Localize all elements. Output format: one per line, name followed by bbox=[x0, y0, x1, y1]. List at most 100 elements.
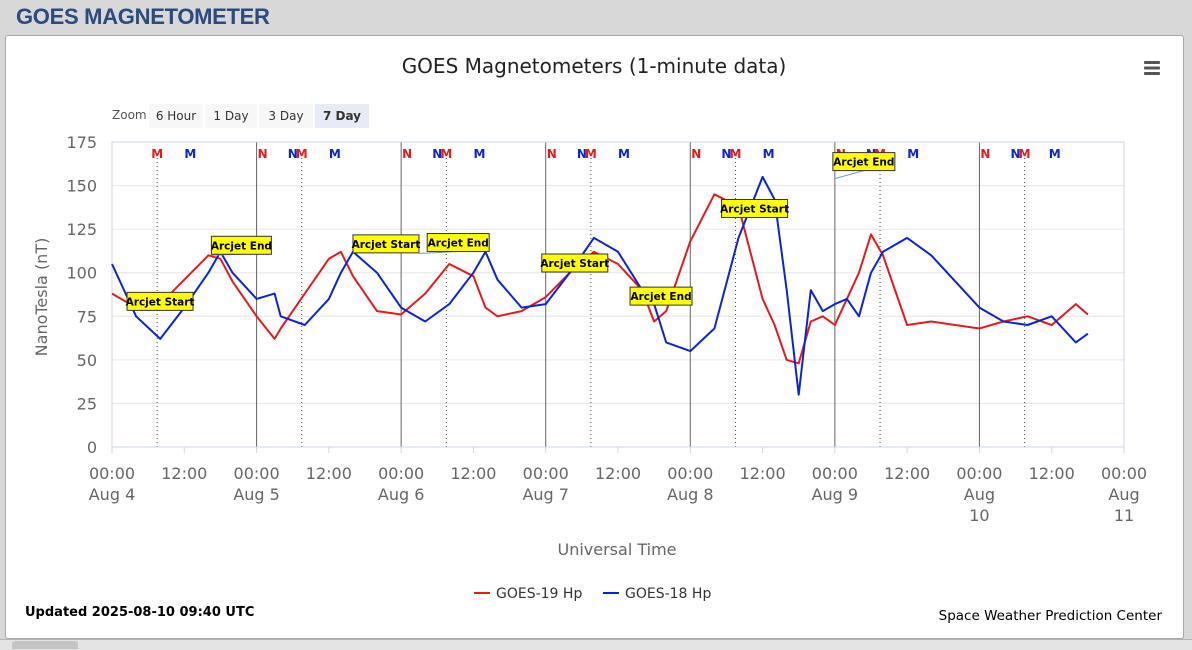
flag-label: M bbox=[473, 147, 485, 161]
flag-label: N bbox=[288, 147, 298, 161]
x-tick-time: 12:00 bbox=[595, 464, 641, 483]
y-axis-ticks: 0 25 50 75 100 125 150 175 bbox=[66, 133, 97, 457]
y-tick-label: 75 bbox=[77, 307, 97, 326]
updated-timestamp: Updated 2025-08-10 09:40 UTC bbox=[25, 605, 254, 620]
x-tick-date-day: 10 bbox=[969, 506, 989, 525]
footer-tab[interactable] bbox=[12, 641, 78, 649]
annotation-box bbox=[126, 291, 194, 311]
x-tick-time: 00:00 bbox=[89, 464, 135, 483]
y-tick-label: 125 bbox=[66, 220, 97, 239]
annotation-label: Arcjet End bbox=[833, 157, 894, 169]
zoom-button-label: 7 Day bbox=[323, 109, 361, 123]
y-tick-label: 25 bbox=[77, 394, 97, 413]
zoom-button-label: 1 Day bbox=[213, 109, 248, 123]
annotation-box bbox=[541, 253, 609, 273]
x-tick-date: Aug 9 bbox=[812, 485, 859, 504]
flag-label: M bbox=[618, 147, 630, 161]
footer-scrollbar[interactable] bbox=[0, 639, 1192, 650]
flag-label: M bbox=[585, 147, 597, 161]
flag-label: M bbox=[729, 147, 741, 161]
legend-label: GOES-18 Hp bbox=[625, 586, 711, 602]
zoom-button-6-hour[interactable]: 6 Hour bbox=[149, 104, 203, 128]
menu-icon[interactable] bbox=[1140, 58, 1164, 78]
chart-title: GOES Magnetometers (1-minute data) bbox=[402, 54, 787, 78]
flag-label: N bbox=[432, 147, 442, 161]
flag-label: N bbox=[980, 147, 990, 161]
flag-label: N bbox=[721, 147, 731, 161]
y-tick-label: 0 bbox=[87, 438, 97, 457]
x-tick-time: 00:00 bbox=[667, 464, 713, 483]
x-tick-time: 00:00 bbox=[523, 464, 569, 483]
legend-item-goes19[interactable]: GOES-19 Hp bbox=[474, 586, 582, 602]
annotation-label: Arcjet End bbox=[211, 240, 272, 252]
zoom-button-bg bbox=[259, 104, 313, 128]
flag-label: N bbox=[258, 147, 268, 161]
zoom-button-3-day[interactable]: 3 Day bbox=[259, 104, 313, 128]
x-tick-date: Aug 5 bbox=[233, 485, 280, 504]
zoom-button-bg bbox=[315, 104, 369, 128]
x-tick-date-day: 11 bbox=[1114, 506, 1134, 525]
annotation-box bbox=[629, 286, 693, 306]
zoom-button-bg bbox=[205, 104, 257, 128]
annotation-box bbox=[426, 233, 490, 253]
flag-labels: MMNNMMNNMMNNMMNNMMNNMMNNMM bbox=[151, 147, 1061, 161]
flag-label: M bbox=[907, 147, 919, 161]
zoom-buttons: 6 Hour 1 Day 3 Day 7 Day bbox=[149, 104, 369, 128]
series-line-goes19 bbox=[111, 193, 1089, 365]
credit-text: Space Weather Prediction Center bbox=[939, 608, 1163, 624]
series-lines bbox=[111, 175, 1089, 396]
annotation-label: Arcjet Start bbox=[352, 239, 421, 251]
x-tick-time: 00:00 bbox=[234, 464, 280, 483]
plot-border bbox=[111, 141, 1125, 448]
flag-label: M bbox=[184, 147, 196, 161]
flag-lines bbox=[156, 158, 1026, 447]
annotation-box bbox=[210, 235, 272, 255]
flag-label: N bbox=[402, 147, 412, 161]
annotation-box bbox=[352, 234, 420, 254]
annotation-label: Arcjet Start bbox=[720, 203, 789, 215]
zoom-button-label: 6 Hour bbox=[156, 109, 196, 123]
x-tick-date: Aug 7 bbox=[522, 485, 569, 504]
chart-panel bbox=[5, 35, 1184, 639]
legend-label: GOES-19 Hp bbox=[496, 586, 582, 602]
annotation-label: Arcjet End bbox=[428, 238, 489, 250]
flag-label: N bbox=[547, 147, 557, 161]
flag-label: M bbox=[440, 147, 452, 161]
x-tick-date: Aug bbox=[1108, 485, 1139, 504]
x-tick-date: Aug 4 bbox=[89, 485, 136, 504]
page-header: GOES MAGNETOMETER bbox=[0, 0, 1192, 34]
page-title: GOES MAGNETOMETER bbox=[16, 4, 270, 29]
flag-label: M bbox=[329, 147, 341, 161]
arcjet-annotations: Arcjet Start Arcjet End Arcjet Start Arcjet… bbox=[126, 152, 896, 311]
zoom-button-7-day[interactable]: 7 Day bbox=[315, 104, 369, 128]
x-axis-ticks: 00:00 Aug 4 12:00 00:00 Aug 5 12:00 00:00 Aug 6… bbox=[89, 447, 1147, 525]
flag-label: M bbox=[296, 147, 308, 161]
x-tick-date: Aug 6 bbox=[378, 485, 425, 504]
legend-item-goes18[interactable]: GOES-18 Hp bbox=[603, 586, 711, 602]
y-tick-label: 50 bbox=[77, 351, 97, 370]
annotation-connector bbox=[834, 170, 864, 180]
flag-label: N bbox=[577, 147, 587, 161]
x-tick-date: Aug 8 bbox=[667, 485, 714, 504]
day-divider-lines bbox=[256, 142, 980, 447]
x-tick-date: Aug bbox=[964, 485, 995, 504]
annotation-label: Arcjet Start bbox=[540, 258, 609, 270]
x-tick-time: 12:00 bbox=[740, 464, 786, 483]
flag-label: N bbox=[1011, 147, 1021, 161]
annotation-box bbox=[832, 152, 896, 172]
zoom-button-label: 3 Day bbox=[268, 109, 303, 123]
flag-label: M bbox=[1049, 147, 1061, 161]
y-tick-label: 175 bbox=[66, 133, 97, 152]
flag-label: N bbox=[691, 147, 701, 161]
y-tick-label: 150 bbox=[66, 177, 97, 196]
zoom-label: Zoom bbox=[112, 108, 147, 122]
x-tick-time: 12:00 bbox=[161, 464, 207, 483]
x-tick-time: 12:00 bbox=[884, 464, 930, 483]
zoom-button-bg bbox=[149, 104, 203, 128]
legend: GOES-19 Hp GOES-18 Hp bbox=[474, 586, 711, 602]
annotation-box bbox=[721, 198, 789, 218]
x-tick-time: 00:00 bbox=[1101, 464, 1147, 483]
zoom-button-1-day[interactable]: 1 Day bbox=[205, 104, 257, 128]
x-axis-label: Universal Time bbox=[557, 540, 676, 559]
